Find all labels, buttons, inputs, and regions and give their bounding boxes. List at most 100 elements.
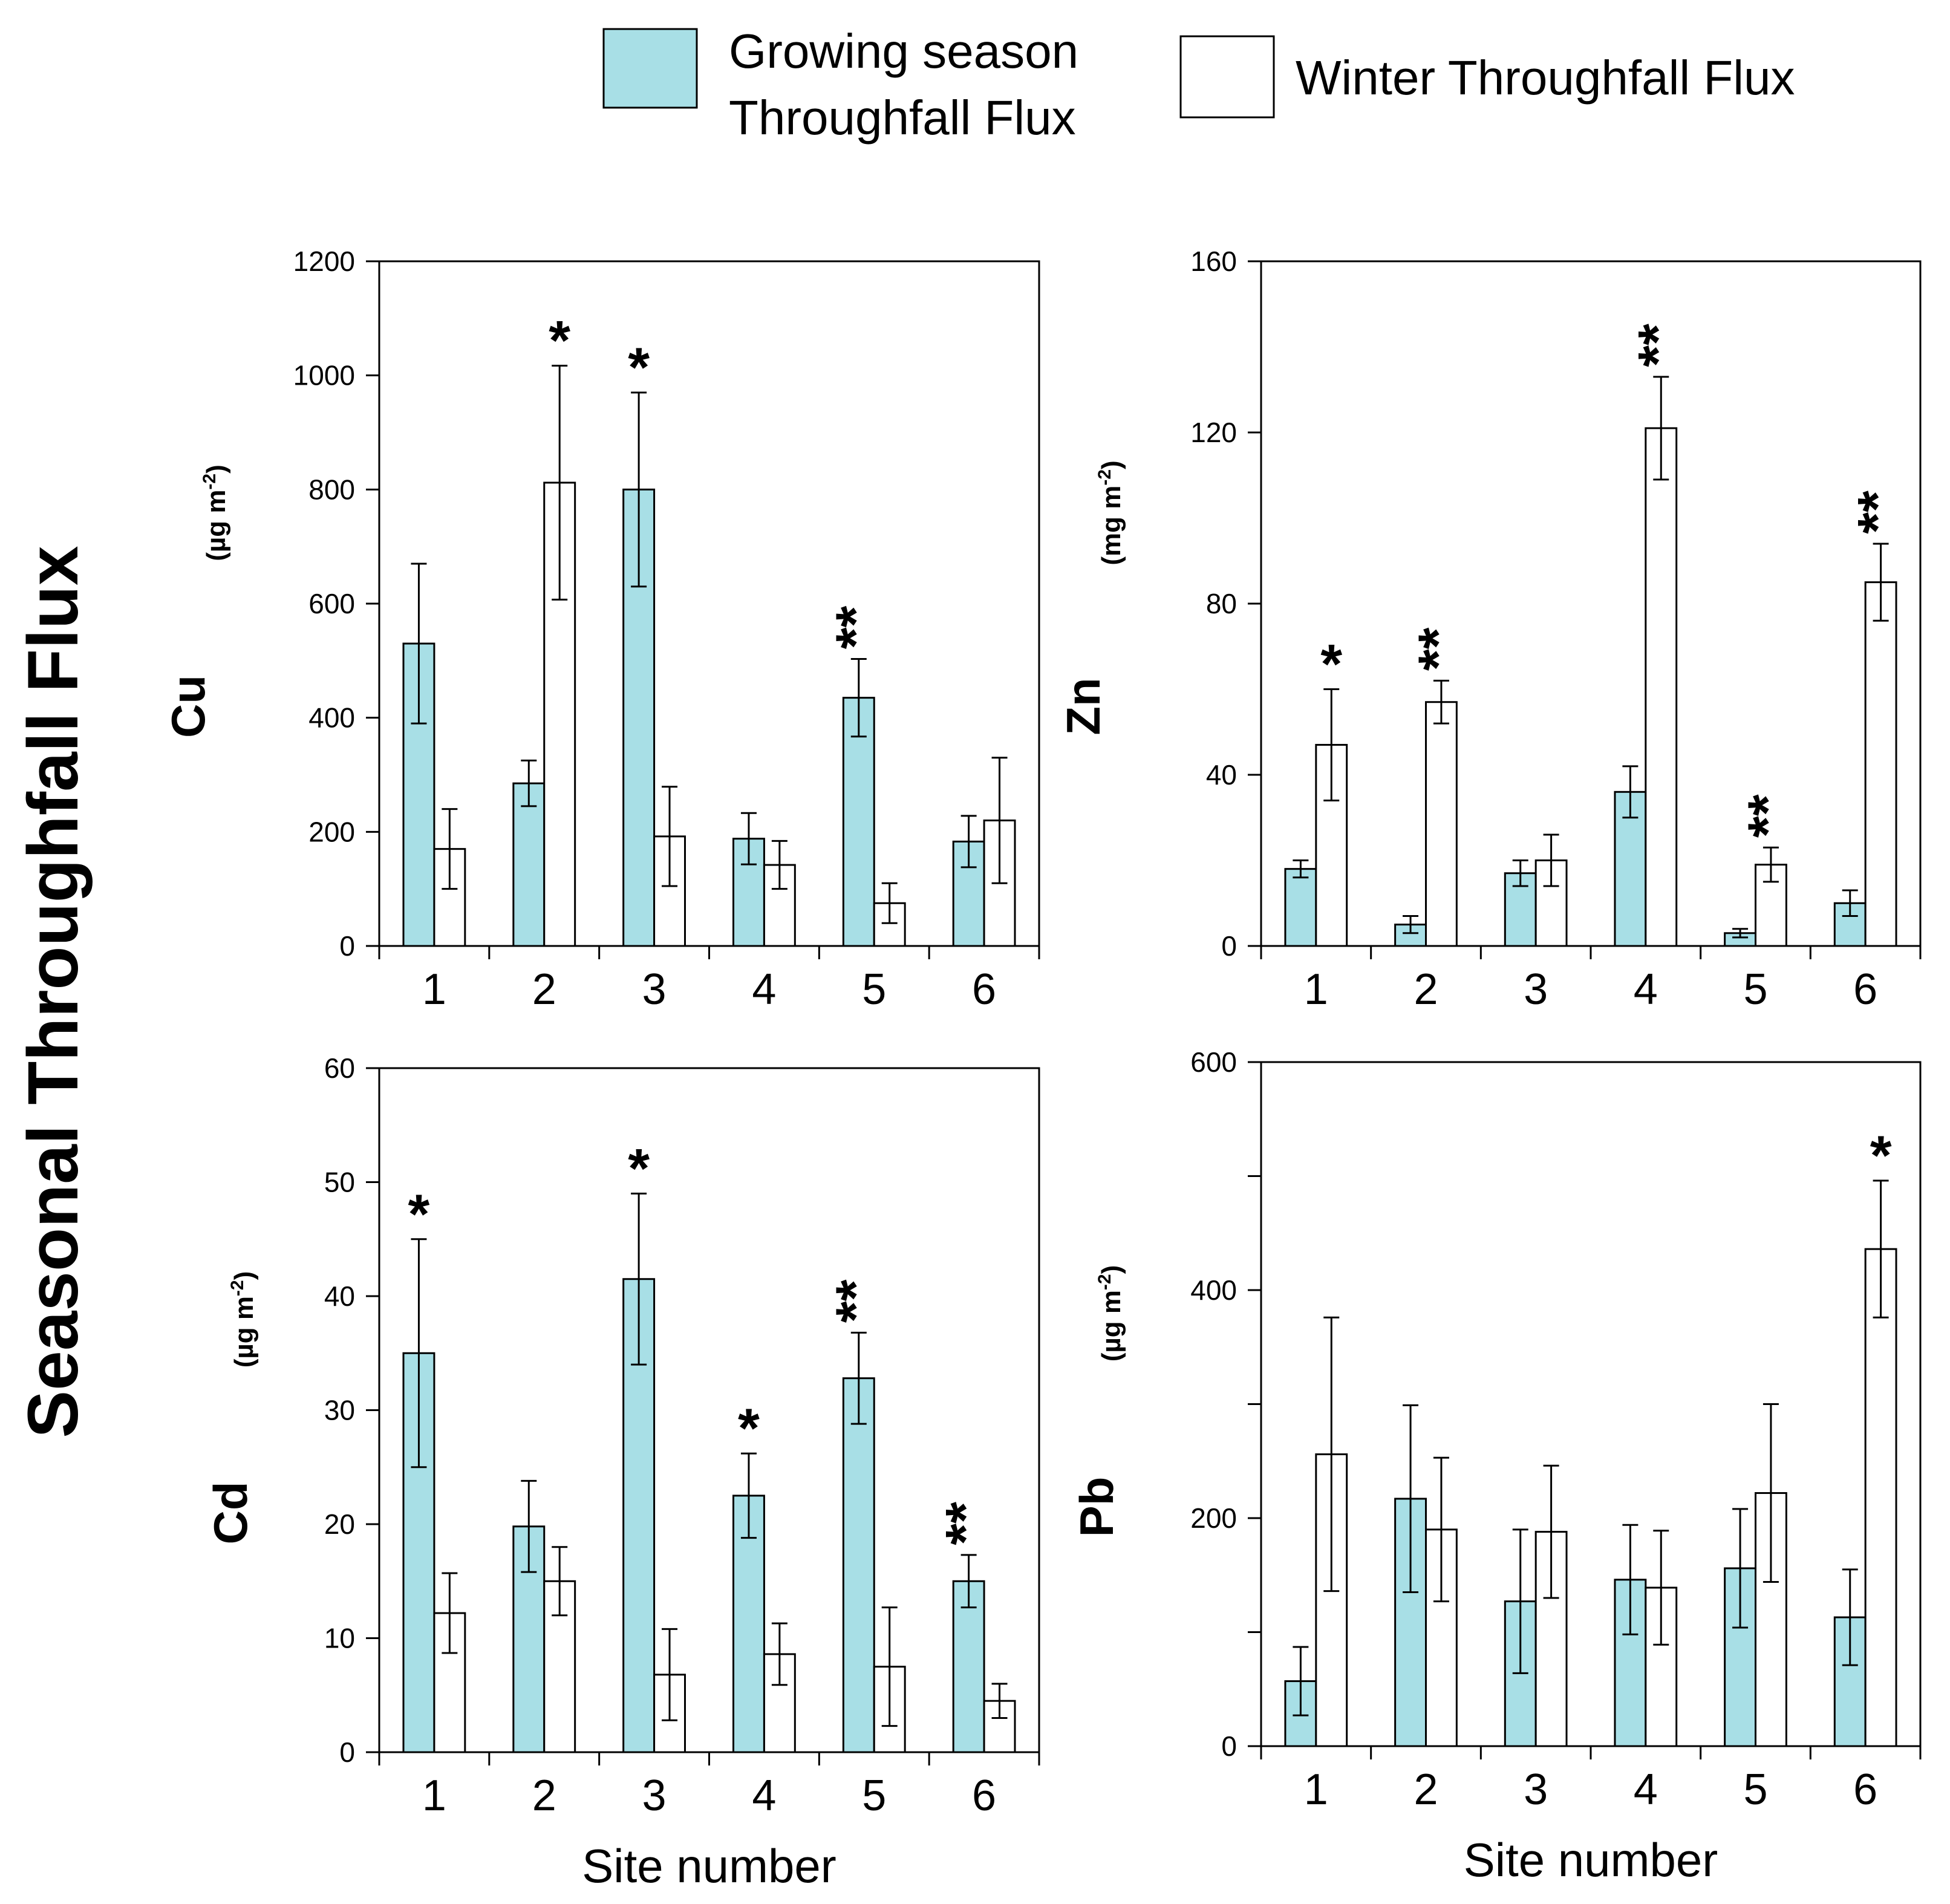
zn-y-tick-label: 160 xyxy=(1190,246,1237,277)
cd-y-axis-unit-close: ) xyxy=(229,1271,259,1280)
pb-significance-marker: * xyxy=(1870,1125,1892,1187)
zn-site-label: 5 xyxy=(1743,965,1767,1014)
panel-zn: 0 40 80 120 160 1 * 2 ** 3 4 ** 5 ** 6 ** Zn (mg m-2) xyxy=(1057,246,1922,1014)
pb-bar-winter-site-6 xyxy=(1864,1248,1897,1747)
cd-site-label: 5 xyxy=(862,1772,886,1820)
cd-significance-marker: * xyxy=(738,1398,760,1459)
pb-y-tick-label: 600 xyxy=(1190,1046,1237,1078)
zn-y-axis-element-label: Zn xyxy=(1057,677,1110,735)
zn-y-tick-label: 40 xyxy=(1206,759,1237,791)
panel-pb: 0 200 400 600 1 2 3 4 5 6 * Pb (µg m-2) Site number xyxy=(1070,1046,1922,1886)
cd-y-axis-unit-exponent: -2 xyxy=(227,1280,247,1296)
cu-bar-growing-site-2 xyxy=(512,782,546,947)
cu-y-axis-unit-label: (µg m-2) xyxy=(200,465,231,561)
cu-significance-marker: * xyxy=(549,310,570,372)
cu-site-label: 2 xyxy=(532,965,556,1014)
pb-y-axis-unit-exponent: -2 xyxy=(1095,1274,1115,1290)
zn-y-axis-unit-exponent: -2 xyxy=(1095,469,1115,486)
zn-significance-marker: * xyxy=(1320,634,1342,696)
cd-significance-marker: * xyxy=(628,1138,650,1199)
cd-site-label: 1 xyxy=(422,1772,446,1820)
cu-y-tick-label: 1200 xyxy=(293,246,355,277)
pb-site-label: 6 xyxy=(1853,1765,1877,1814)
panel-cd: 0 10 20 30 40 50 60 1 * 2 3 * 4 * 5 ** 6 ** Cd (µg m-2) Site… xyxy=(204,1052,1040,1893)
zn-bar-winter-site-2 xyxy=(1425,701,1458,947)
cd-plot-frame xyxy=(378,1067,1040,1753)
cu-bar-growing-site-1 xyxy=(402,642,435,947)
zn-significance-marker: ** xyxy=(1847,491,1909,534)
cd-x-axis-label: Site number xyxy=(582,1839,836,1893)
cu-significance-marker: * xyxy=(628,337,650,399)
zn-site-label: 1 xyxy=(1304,965,1328,1014)
zn-y-tick-label: 80 xyxy=(1206,588,1237,619)
cd-y-axis-element-label: Cd xyxy=(204,1482,257,1545)
cd-significance-marker: ** xyxy=(935,1502,997,1545)
legend-label-growing-line1: Growing season xyxy=(729,24,1078,78)
legend-label-growing-line2: Throughfall Flux xyxy=(729,91,1076,145)
cu-site-label: 4 xyxy=(752,965,776,1014)
figure-title: Seasonal Throughfall Flux xyxy=(13,546,93,1438)
legend-swatch-growing xyxy=(602,28,698,109)
cd-site-label: 6 xyxy=(972,1772,996,1820)
pb-x-axis-label: Site number xyxy=(1464,1833,1718,1886)
zn-site-label: 6 xyxy=(1853,965,1877,1014)
pb-site-label: 3 xyxy=(1524,1765,1548,1814)
cd-y-tick-label: 50 xyxy=(324,1167,355,1198)
cu-site-label: 6 xyxy=(972,965,996,1014)
pb-site-label: 5 xyxy=(1743,1765,1767,1814)
pb-y-axis-unit-label: (µg m-2) xyxy=(1095,1265,1126,1362)
zn-y-tick-label: 120 xyxy=(1190,417,1237,448)
zn-y-axis-unit-label: (mg m-2) xyxy=(1095,460,1126,565)
cd-significance-marker: ** xyxy=(825,1279,887,1323)
pb-y-tick-label: 200 xyxy=(1190,1502,1237,1534)
cu-plot-frame xyxy=(378,260,1040,947)
cd-site-label: 4 xyxy=(752,1772,776,1820)
cd-y-tick-label: 60 xyxy=(324,1052,355,1084)
cd-bar-growing-site-5 xyxy=(842,1377,875,1753)
pb-site-label: 4 xyxy=(1634,1765,1658,1814)
legend: Growing season Throughfall Flux Winter T… xyxy=(602,24,1795,145)
cu-y-tick-label: 200 xyxy=(308,816,355,847)
cd-significance-marker: * xyxy=(408,1184,430,1245)
zn-site-label: 2 xyxy=(1414,965,1438,1014)
cd-y-tick-label: 0 xyxy=(339,1736,355,1768)
cd-site-label: 3 xyxy=(642,1772,667,1820)
pb-y-axis-unit-close: ) xyxy=(1097,1265,1126,1274)
zn-bar-winter-site-6 xyxy=(1864,581,1897,947)
pb-y-tick-label: 0 xyxy=(1221,1730,1237,1762)
cu-significance-marker: ** xyxy=(825,606,887,650)
cu-site-label: 3 xyxy=(642,965,667,1014)
pb-site-label: 1 xyxy=(1304,1765,1328,1814)
zn-significance-marker: ** xyxy=(1407,627,1469,671)
pb-site-label: 2 xyxy=(1414,1765,1438,1814)
pb-y-axis-element-label: Pb xyxy=(1070,1477,1123,1537)
cu-y-tick-label: 600 xyxy=(308,588,355,619)
cd-y-tick-label: 10 xyxy=(324,1623,355,1654)
cu-y-axis-element-label: Cu xyxy=(161,675,215,738)
cu-y-axis-unit-close: ) xyxy=(201,465,231,474)
cd-y-tick-label: 20 xyxy=(324,1508,355,1540)
zn-y-tick-label: 0 xyxy=(1221,930,1237,962)
zn-bar-winter-site-4 xyxy=(1645,427,1678,947)
pb-y-tick-label: 400 xyxy=(1190,1274,1237,1306)
cu-y-tick-label: 800 xyxy=(308,474,355,505)
cd-site-label: 2 xyxy=(532,1772,556,1820)
cu-y-tick-label: 400 xyxy=(308,702,355,734)
legend-label-winter: Winter Throughfall Flux xyxy=(1296,51,1795,105)
legend-swatch-winter xyxy=(1179,35,1275,119)
cu-site-label: 1 xyxy=(422,965,446,1014)
zn-significance-marker: ** xyxy=(1627,324,1689,367)
zn-site-label: 4 xyxy=(1634,965,1658,1014)
zn-plot-frame xyxy=(1260,260,1922,947)
cd-y-tick-label: 30 xyxy=(324,1395,355,1426)
zn-bar-growing-site-1 xyxy=(1284,868,1317,947)
pb-plot-frame xyxy=(1260,1061,1922,1747)
zn-site-label: 3 xyxy=(1524,965,1548,1014)
zn-y-axis-unit-close: ) xyxy=(1097,460,1126,469)
cu-y-tick-label: 0 xyxy=(339,930,355,962)
cu-bar-growing-site-5 xyxy=(842,697,875,947)
cu-y-axis-unit-exponent: -2 xyxy=(200,474,220,490)
cu-site-label: 5 xyxy=(862,965,886,1014)
cd-y-tick-label: 40 xyxy=(324,1280,355,1312)
